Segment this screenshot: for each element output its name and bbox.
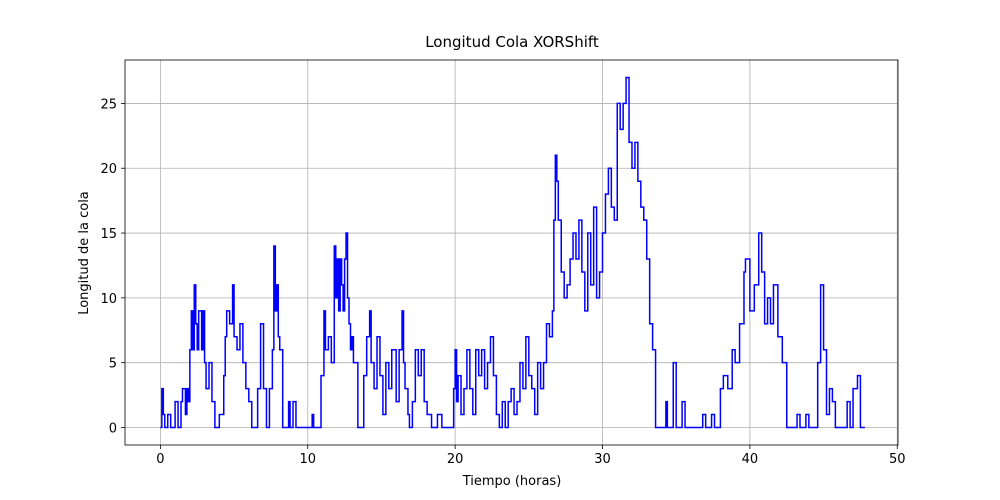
x-tick-label: 50 bbox=[889, 452, 906, 467]
x-tick-label: 40 bbox=[742, 452, 759, 467]
y-tick-label: 15 bbox=[100, 227, 117, 242]
plot-frame bbox=[124, 59, 899, 446]
y-tick-label: 0 bbox=[109, 422, 117, 437]
y-tick-label: 10 bbox=[100, 292, 117, 307]
x-tick-label: 10 bbox=[299, 452, 316, 467]
chart-title: Longitud Cola XORShift bbox=[425, 33, 599, 51]
y-tick-label: 25 bbox=[100, 97, 117, 112]
y-tick-label: 20 bbox=[100, 162, 117, 177]
data-line bbox=[160, 76, 865, 429]
x-tick-label: 0 bbox=[156, 452, 164, 467]
x-axis-label: Tiempo (horas) bbox=[462, 474, 562, 489]
y-tick-label: 5 bbox=[109, 357, 117, 372]
y-axis-label: Longitud de la cola bbox=[77, 191, 92, 315]
x-tick-label: 30 bbox=[594, 452, 611, 467]
x-tick-label: 20 bbox=[447, 452, 464, 467]
